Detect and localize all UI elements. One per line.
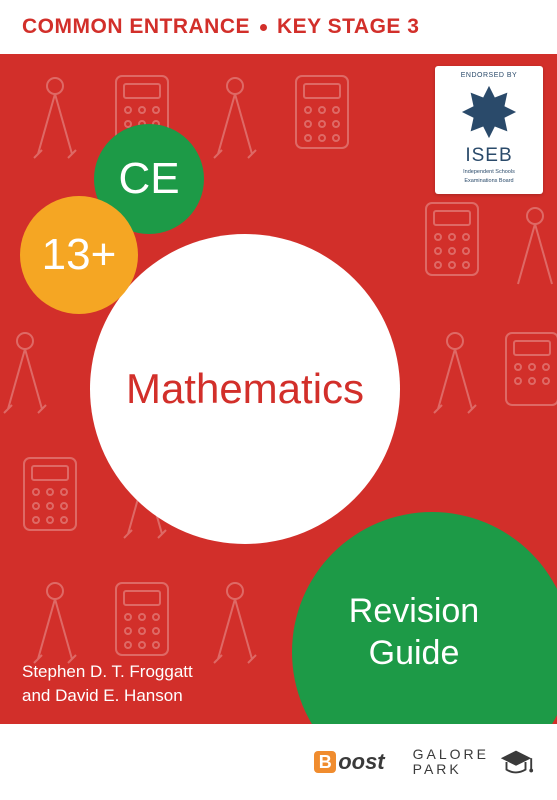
- book-cover: COMMON ENTRANCE KEY STAGE 3: [0, 0, 557, 800]
- compass-icon: [200, 579, 270, 669]
- iseb-star-icon: [460, 83, 518, 141]
- revision-label: Revision Guide: [349, 590, 479, 675]
- author-line-2: and David E. Hanson: [22, 684, 193, 708]
- revision-line1: Revision: [349, 592, 479, 630]
- galore-park-logo: GALORE PARK: [413, 743, 535, 781]
- galore-line2: PARK: [413, 761, 462, 777]
- calculator-icon: [420, 199, 484, 279]
- iseb-endorsed-label: ENDORSED BY: [461, 72, 517, 79]
- ce-label: CE: [118, 154, 179, 204]
- thirteen-plus-label: 13+: [42, 230, 117, 280]
- iseb-name: ISEB: [465, 145, 512, 167]
- compass-icon: [20, 74, 90, 164]
- boost-b-icon: B: [314, 751, 336, 773]
- calculator-icon: [110, 579, 174, 659]
- compass-icon: [500, 204, 557, 294]
- author-line-1: Stephen D. T. Froggatt: [22, 660, 193, 684]
- subject-circle: Mathematics: [90, 234, 400, 544]
- galore-park-text: GALORE PARK: [413, 747, 489, 778]
- main-red-panel: ENDORSED BY ISEB Independent Schools Exa…: [0, 54, 557, 724]
- iseb-subtitle-2: Examinations Board: [464, 178, 513, 185]
- boost-text: oost: [338, 749, 384, 775]
- header-bar: COMMON ENTRANCE KEY STAGE 3: [0, 0, 557, 54]
- iseb-endorsement-box: ENDORSED BY ISEB Independent Schools Exa…: [435, 66, 543, 194]
- subject-label: Mathematics: [126, 365, 364, 413]
- iseb-subtitle-1: Independent Schools: [463, 169, 515, 176]
- compass-icon: [0, 329, 60, 419]
- calculator-icon: [500, 329, 557, 409]
- compass-icon: [20, 579, 90, 669]
- authors-block: Stephen D. T. Froggatt and David E. Hans…: [22, 660, 193, 708]
- compass-icon: [420, 329, 490, 419]
- header-left-text: COMMON ENTRANCE: [22, 15, 250, 39]
- galore-line1: GALORE: [413, 746, 489, 762]
- graduation-cap-icon: [497, 743, 535, 781]
- boost-logo: Boost: [314, 749, 384, 775]
- header-right-text: KEY STAGE 3: [277, 15, 419, 39]
- compass-icon: [200, 74, 270, 164]
- header-separator-dot: [260, 24, 267, 31]
- revision-line2: Guide: [369, 634, 460, 672]
- thirteen-plus-circle: 13+: [20, 196, 138, 314]
- calculator-icon: [290, 72, 354, 152]
- footer-bar: Boost GALORE PARK: [0, 724, 557, 800]
- calculator-icon: [18, 454, 82, 534]
